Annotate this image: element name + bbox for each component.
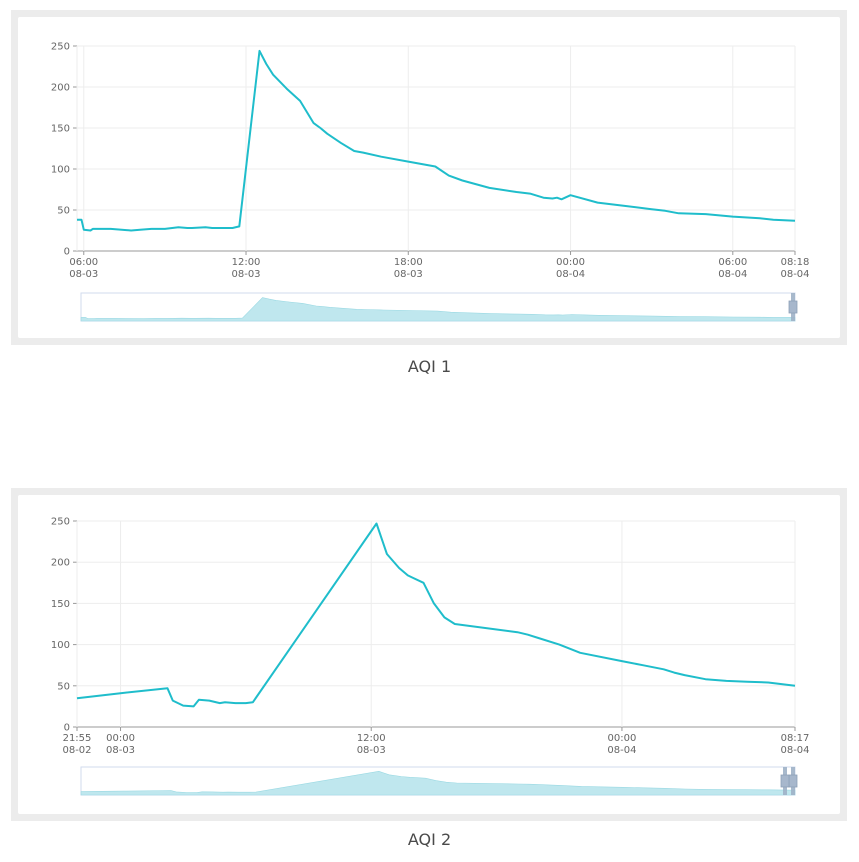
chart-panel-1: 0 50 100 150 200 250 06:00 08-03 12:00 08-03 18:00… xyxy=(11,10,847,345)
y-axis: 0 50 100 150 200 250 xyxy=(51,42,795,258)
slider-handle-start-grip[interactable] xyxy=(780,774,790,788)
y-tick-label: 250 xyxy=(51,42,70,53)
y-tick-label: 200 xyxy=(51,83,70,94)
y-tick-label: 150 xyxy=(51,124,70,135)
y-tick-label: 50 xyxy=(57,681,70,692)
x-tick-label-time: 08:18 xyxy=(781,257,810,268)
chart-card-2: 0 50 100 150 200 250 21:55 08-02 00:00 08-03 12:00… xyxy=(18,495,840,814)
x-tick-label-date: 08-03 xyxy=(69,269,98,280)
data-zoom-slider[interactable] xyxy=(80,766,798,796)
y-tick-label: 150 xyxy=(51,599,70,610)
y-tick-label: 0 xyxy=(64,723,70,734)
y-axis: 0 50 100 150 200 250 xyxy=(51,517,795,734)
x-tick-label-date: 08-04 xyxy=(780,269,809,280)
x-tick-label-date: 08-04 xyxy=(780,745,809,756)
x-tick-label-time: 06:00 xyxy=(69,257,98,268)
x-tick-label-time: 08:17 xyxy=(781,733,810,744)
x-axis: 06:0008-0312:0008-0318:0008-0300:0008-04… xyxy=(69,46,810,280)
series-line xyxy=(77,49,796,232)
slider-preview-area xyxy=(80,770,796,796)
x-tick-label-date: 08-03 xyxy=(106,745,135,756)
x-tick-label-date: 08-03 xyxy=(394,269,423,280)
y-tick-label: 100 xyxy=(51,165,70,176)
x-axis: 21:5508-0200:0008-0312:0008-0300:0008-04… xyxy=(62,521,810,756)
x-tick-label-date: 08-04 xyxy=(607,745,636,756)
series-line xyxy=(76,522,796,708)
y-tick-label: 0 xyxy=(64,247,70,258)
y-tick-label: 50 xyxy=(57,206,70,217)
x-tick-label-time: 06:00 xyxy=(718,257,747,268)
x-tick-label-time: 18:00 xyxy=(394,257,423,268)
slider-handle-grip[interactable] xyxy=(788,300,798,314)
slider-handle-grip[interactable] xyxy=(788,774,798,788)
data-zoom-slider[interactable] xyxy=(80,292,798,322)
aqi2-chart: 05010015020025021:5508-0200:0008-0312:00… xyxy=(51,517,810,796)
x-tick-label-date: 08-03 xyxy=(357,745,386,756)
x-tick-label-time: 12:00 xyxy=(357,733,386,744)
x-tick-label-time: 00:00 xyxy=(556,257,585,268)
y-tick-label: 200 xyxy=(51,558,70,569)
x-tick-label-date: 08-04 xyxy=(556,269,585,280)
x-tick-label-date: 08-03 xyxy=(231,269,260,280)
aqi1-chart: 05010015020025006:0008-0312:0008-0318:00… xyxy=(51,42,810,322)
slider-preview-area xyxy=(80,297,796,322)
y-tick-label: 100 xyxy=(51,640,70,651)
chart-card-1: 0 50 100 150 200 250 06:00 08-03 12:00 08-03 18:00… xyxy=(18,17,840,338)
x-tick-label-time: 00:00 xyxy=(608,733,637,744)
x-tick-label-date: 08-02 xyxy=(62,745,91,756)
chart-panel-2: 0 50 100 150 200 250 21:55 08-02 00:00 08-03 12:00… xyxy=(11,488,847,821)
x-tick-label-time: 12:00 xyxy=(232,257,261,268)
x-tick-label-date: 08-04 xyxy=(718,269,747,280)
y-tick-label: 250 xyxy=(51,517,70,528)
chart-caption-2: AQI 2 xyxy=(407,830,452,849)
chart-caption-1: AQI 1 xyxy=(407,357,452,376)
x-tick-label-time: 00:00 xyxy=(106,733,135,744)
x-tick-label-time: 21:55 xyxy=(63,733,92,744)
